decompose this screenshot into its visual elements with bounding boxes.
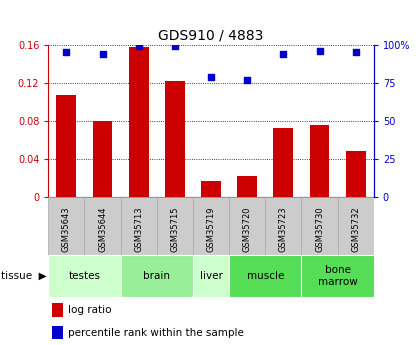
Bar [52, 326, 63, 339]
Text: GSM35719: GSM35719 [207, 207, 215, 253]
Bar [229, 255, 302, 297]
Bar [121, 197, 157, 255]
Bar [265, 197, 302, 255]
Point [280, 51, 287, 57]
Point [316, 48, 323, 54]
Bar [201, 181, 221, 197]
Text: GSM35644: GSM35644 [98, 207, 107, 253]
Text: log ratio: log ratio [68, 305, 111, 315]
Text: GSM35732: GSM35732 [351, 207, 360, 253]
Bar [346, 151, 366, 197]
Text: GSM35730: GSM35730 [315, 207, 324, 253]
Text: GSM35720: GSM35720 [243, 207, 252, 253]
Bar [129, 47, 149, 197]
Bar [157, 197, 193, 255]
Bar [121, 255, 193, 297]
Bar [273, 128, 293, 197]
Bar [193, 255, 229, 297]
Text: testes: testes [68, 271, 100, 281]
Text: bone
marrow: bone marrow [318, 265, 357, 287]
Bar [302, 197, 338, 255]
Bar [310, 126, 330, 197]
Bar [338, 197, 374, 255]
Bar [48, 255, 121, 297]
Text: percentile rank within the sample: percentile rank within the sample [68, 328, 244, 337]
Point [208, 75, 215, 80]
Text: brain: brain [143, 271, 170, 281]
Point [135, 43, 142, 48]
Bar [52, 304, 63, 317]
Point [244, 77, 251, 82]
Bar [84, 197, 121, 255]
Point [171, 43, 178, 49]
Bar [229, 197, 265, 255]
Point [99, 51, 106, 57]
Text: GSM35713: GSM35713 [134, 207, 143, 253]
Bar [237, 176, 257, 197]
Text: GSM35643: GSM35643 [62, 207, 71, 253]
Bar [165, 81, 185, 197]
Point [352, 50, 359, 55]
Bar [56, 95, 76, 197]
Text: GSM35723: GSM35723 [279, 207, 288, 253]
Bar [302, 255, 374, 297]
Title: GDS910 / 4883: GDS910 / 4883 [158, 28, 264, 42]
Text: tissue  ▶: tissue ▶ [1, 271, 47, 281]
Text: liver: liver [200, 271, 223, 281]
Bar [48, 197, 84, 255]
Text: GSM35715: GSM35715 [171, 207, 179, 253]
Bar [92, 121, 113, 197]
Text: muscle: muscle [247, 271, 284, 281]
Bar [193, 197, 229, 255]
Point [63, 49, 70, 55]
